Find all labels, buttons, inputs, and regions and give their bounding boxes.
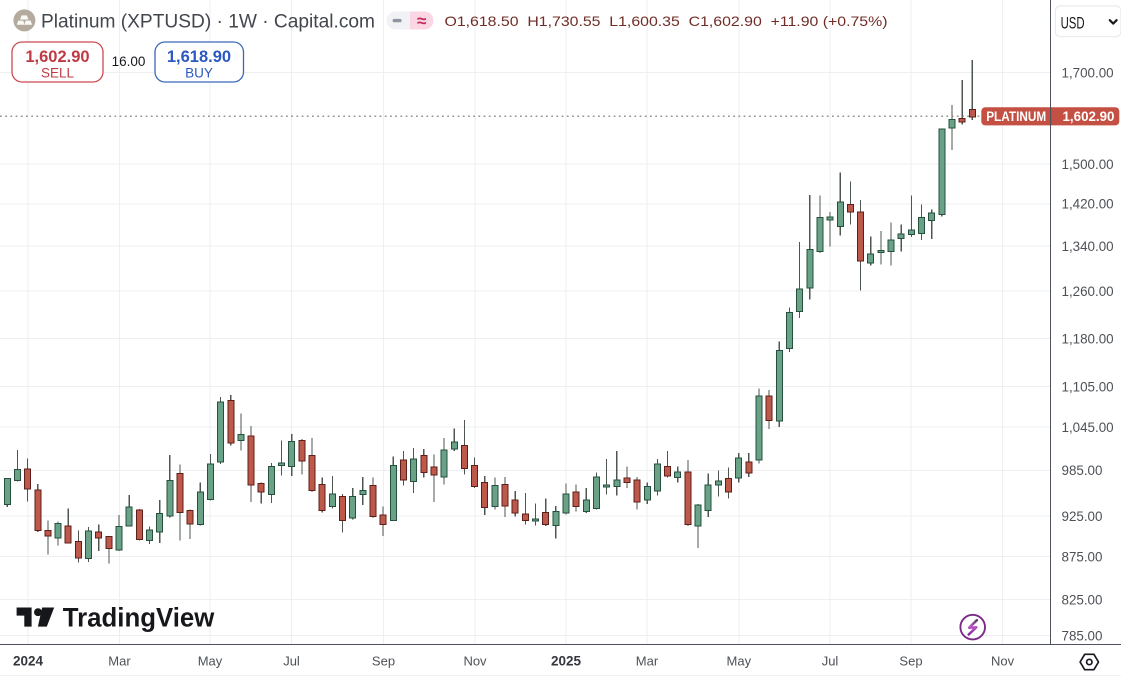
svg-text:Mar: Mar [636,654,659,669]
svg-text:TradingView: TradingView [63,603,215,633]
svg-text:825.00: 825.00 [1062,592,1103,607]
svg-text:O1,618.50 H1,730.55 L1,600.3: O1,618.50 H1,730.55 L1,600.35 C1,602.90 … [445,13,888,29]
svg-text:Nov: Nov [991,654,1015,669]
svg-text:1,420.00: 1,420.00 [1062,197,1114,212]
svg-text:1,340.00: 1,340.00 [1062,239,1114,254]
svg-text:May: May [727,654,752,669]
svg-text:Jul: Jul [283,654,300,669]
svg-text:1,260.00: 1,260.00 [1062,284,1114,299]
svg-text:1,602.90: 1,602.90 [25,48,89,66]
svg-text:2025: 2025 [551,654,582,669]
svg-text:1,602.90: 1,602.90 [1063,109,1115,124]
svg-text:May: May [198,654,223,669]
svg-text:1,180.00: 1,180.00 [1062,332,1114,347]
svg-text:Nov: Nov [463,654,487,669]
svg-text:Platinum (XPTUSD) · 1W · Capit: Platinum (XPTUSD) · 1W · Capital.com [41,12,375,33]
svg-text:PLATINUM: PLATINUM [986,109,1046,124]
svg-text:USD: USD [1061,15,1085,33]
svg-text:1,700.00: 1,700.00 [1062,66,1114,81]
svg-text:785.00: 785.00 [1062,629,1103,644]
svg-text:Sep: Sep [899,654,922,669]
svg-text:1,618.90: 1,618.90 [167,48,231,66]
svg-text:1,105.00: 1,105.00 [1062,380,1114,395]
svg-text:925.00: 925.00 [1062,509,1103,524]
svg-text:2024: 2024 [13,654,44,669]
svg-text:875.00: 875.00 [1062,550,1103,565]
svg-text:Sep: Sep [372,654,395,669]
svg-text:1,500.00: 1,500.00 [1062,157,1114,172]
svg-text:16.00: 16.00 [112,54,146,69]
svg-text:985.00: 985.00 [1062,463,1103,478]
svg-text:Jul: Jul [822,654,839,669]
svg-text:1,045.00: 1,045.00 [1062,420,1114,435]
svg-text:Mar: Mar [108,654,131,669]
svg-text:BUY: BUY [185,66,213,81]
svg-text:≈: ≈ [417,12,426,31]
svg-text:SELL: SELL [41,66,75,81]
